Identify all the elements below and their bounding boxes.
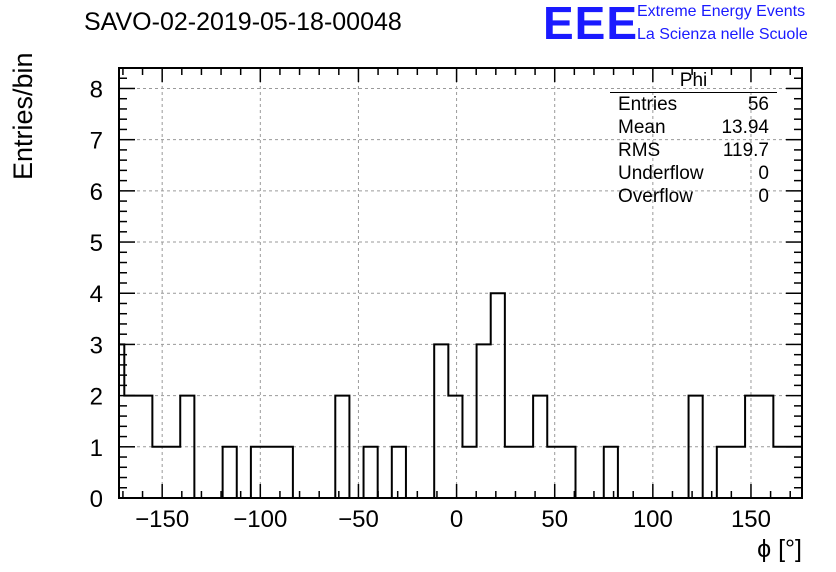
chart-title: SAVO-02-2019-05-18-00048 [84,8,402,36]
y-axis-label: Entries/bin [8,52,38,180]
stats-row-underflow: Underflow 0 [610,162,777,185]
histogram-step-line [119,292,802,499]
y-tick-label: 1 [90,435,103,462]
stats-row-overflow: Overflow 0 [610,185,777,208]
y-tick-label: 6 [90,179,103,206]
logo-line-1: Extreme Energy Events [637,3,806,20]
x-tick-label: 100 [633,506,673,533]
x-tick-label: −50 [338,506,379,533]
x-axis-ticks: −150 −100 −50 0 50 100 150 [122,68,791,533]
y-tick-label: 7 [90,128,103,155]
logo-line-2: La Scienza nelle Scuole [637,26,808,43]
eee-logo-mark: EEE [543,0,639,49]
x-tick-label: −150 [135,506,189,533]
stats-value: 56 [747,94,769,115]
x-tick-label: 0 [450,506,463,533]
stats-label: Underflow [618,163,704,184]
y-tick-label: 2 [90,384,103,411]
stats-label: Mean [618,117,666,138]
y-tick-label: 8 [90,76,103,103]
y-tick-label: 4 [90,281,103,308]
x-tick-label: 150 [731,506,771,533]
y-tick-label: 5 [90,230,103,257]
x-axis-label: ϕ [°] [757,535,802,563]
stats-value: 13.94 [721,117,769,138]
stats-label: Overflow [618,186,693,207]
stats-row-mean: Mean 13.94 [610,116,777,139]
stats-title: Phi [610,70,777,93]
stats-value: 0 [758,186,769,207]
stats-row-rms: RMS 119.7 [610,139,777,162]
stats-value: 119.7 [722,140,769,161]
y-tick-label: 3 [90,332,103,359]
stats-row-entries: Entries 56 [610,93,777,116]
stats-value: 0 [758,163,769,184]
stats-label: RMS [618,140,661,161]
y-tick-label: 0 [90,486,103,513]
x-tick-label: 50 [541,506,568,533]
x-tick-label: −100 [233,506,287,533]
stats-label: Entries [618,94,678,115]
stats-box: Phi Entries 56 Mean 13.94 RMS 119.7 Unde… [610,70,777,208]
